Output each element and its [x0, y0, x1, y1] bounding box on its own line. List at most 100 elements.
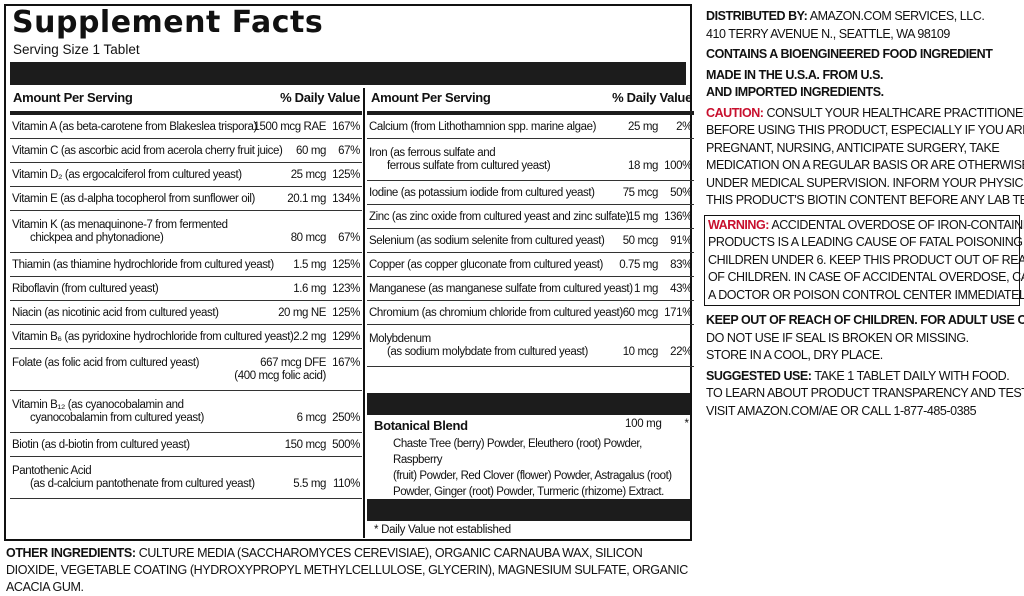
right-nutrient-column: Amount Per Serving % Daily Value Calcium…	[367, 88, 694, 540]
nutrient-daily-value: 67%	[338, 232, 360, 244]
nutrient-daily-value: 43%	[670, 282, 692, 295]
nutrient-daily-value: 125%	[332, 258, 360, 271]
nutrient-daily-value: 125%	[332, 168, 360, 181]
botanical-amount: 100 mg	[625, 418, 662, 430]
nutrient-name: Vitamin K (as menaquinone-7 from ferment…	[12, 219, 228, 231]
amount-per-serving-header-2: Amount Per Serving	[371, 90, 491, 105]
nutrient-daily-value: 134%	[332, 192, 360, 205]
nutrient-name: Copper (as copper gluconate from culture…	[369, 258, 603, 271]
nutrient-amount: 150 mcg	[284, 438, 327, 451]
bioengineered-notice: CONTAINS A BIOENGINEERED FOOD INGREDIENT	[706, 47, 993, 61]
nutrient-amount: 60 mg	[296, 144, 326, 157]
daily-value-header: % Daily Value	[280, 90, 360, 105]
nutrient-name: Molybdenum	[369, 333, 431, 345]
keep-out-notice: KEEP OUT OF REACH OF CHILDREN. FOR ADULT…	[706, 313, 1024, 327]
nutrient-amount: 60 mcg	[622, 306, 659, 319]
nutrient-name: Calcium (from Lithothamnion spp. marine …	[369, 120, 597, 133]
nutrient-row: Thiamin (as thiamine hydrochloride from …	[10, 253, 362, 277]
nutrient-amount: 6 mcg	[296, 412, 327, 424]
nutrient-daily-value: 100%	[664, 160, 692, 172]
other-ingredients-text: CULTURE MEDIA (SACCHAROMYCES CEREVISIAE)…	[6, 546, 688, 594]
nutrient-name-cont: chickpea and phytonadione)	[30, 232, 164, 244]
nutrient-name: Niacin (as nicotinic acid from cultured …	[12, 306, 219, 319]
nutrient-amount-note: (400 mcg folic acid)	[234, 370, 326, 382]
nutrient-amount: 10 mcg	[622, 346, 659, 358]
caution-line: THIS PRODUCT'S BIOTIN CONTENT BEFORE ANY…	[706, 193, 1024, 207]
nutrient-name: Iron (as ferrous sulfate and	[369, 147, 496, 159]
nutrient-row: Molybdenum (as sodium molybdate from cult…	[367, 325, 694, 367]
nutrient-daily-value: 110%	[333, 478, 360, 490]
suggested-use-text: TAKE 1 TABLET DAILY WITH FOOD.	[814, 368, 1010, 383]
nutrient-name: Biotin (as d-biotin from cultured yeast)	[12, 438, 190, 451]
nutrient-daily-value: 136%	[664, 210, 692, 223]
warning-line: A DOCTOR OR POISON CONTROL CENTER IMMEDI…	[708, 287, 1024, 302]
nutrient-name: Vitamin E (as d-alpha tocopherol from su…	[12, 192, 255, 205]
panel-title: Supplement Facts	[12, 5, 324, 40]
nutrient-amount: 18 mg	[628, 160, 658, 172]
nutrient-name: Vitamin C (as ascorbic acid from acerola…	[12, 144, 283, 157]
nutrient-name: Iodine (as potassium iodide from culture…	[369, 186, 595, 199]
nutrient-row: Vitamin D₂ (as ergocalciferol from cultu…	[10, 163, 362, 187]
nutrient-amount: 20 mg NE	[278, 306, 326, 319]
nutrient-row: Pantothenic Acid (as d-calcium pantothena…	[10, 457, 362, 499]
nutrient-row: Calcium (from Lithothamnion spp. marine …	[367, 115, 694, 139]
nutrient-amount: 0.75 mg	[619, 258, 658, 271]
made-in-line2: AND IMPORTED INGREDIENTS.	[706, 85, 884, 99]
nutrient-row: Folate (as folic acid from cultured yeas…	[10, 349, 362, 391]
nutrient-amount: 667 mcg DFE	[260, 357, 326, 369]
caution-line: UNDER MEDICAL SUPERVISION. INFORM YOUR P…	[706, 175, 1024, 190]
nutrient-daily-value: 125%	[332, 306, 360, 319]
storage-notice: STORE IN A COOL, DRY PLACE.	[706, 348, 883, 362]
nutrient-row: Copper (as copper gluconate from culture…	[367, 253, 694, 277]
warning-label: WARNING:	[708, 217, 769, 232]
nutrient-daily-value: 91%	[670, 234, 692, 247]
right-nutrient-rows: Calcium (from Lithothamnion spp. marine …	[367, 111, 694, 367]
nutrient-name: Thiamin (as thiamine hydrochloride from …	[12, 258, 274, 271]
caution-block: CAUTION: CONSULT YOUR HEALTHCARE PRACTIT…	[706, 105, 1024, 210]
learn-more-line1: TO LEARN ABOUT PRODUCT TRANSPARENCY AND …	[706, 386, 1024, 400]
nutrient-daily-value: 171%	[664, 306, 692, 319]
nutrient-row: Vitamin B₁₂ (as cyanocobalamin and cyanoc…	[10, 391, 362, 433]
header-divider-bar	[10, 62, 686, 85]
nutrient-amount: 1.5 mg	[293, 258, 326, 271]
nutrient-daily-value: 129%	[332, 330, 360, 343]
botanical-line: (fruit) Powder, Red Clover (flower) Powd…	[393, 470, 672, 482]
nutrient-row: Selenium (as sodium selenite from cultur…	[367, 229, 694, 253]
nutrient-row: Riboflavin (from cultured yeast) 1.6 mg 12…	[10, 277, 362, 301]
nutrient-amount: 75 mcg	[622, 186, 659, 199]
nutrient-amount: 50 mcg	[622, 234, 659, 247]
warning-line: ACCIDENTAL OVERDOSE OF IRON-CONTAINING	[771, 217, 1024, 232]
daily-value-note: * Daily Value not established	[374, 524, 511, 536]
seal-notice: DO NOT USE IF SEAL IS BROKEN OR MISSING.	[706, 330, 969, 345]
made-in-line1: MADE IN THE U.S.A. FROM U.S.	[706, 67, 883, 82]
nutrient-name: Vitamin B₁₂ (as cyanocobalamin and	[12, 399, 184, 411]
nutrient-daily-value: 67%	[338, 144, 360, 157]
caution-line: BEFORE USING THIS PRODUCT, ESPECIALLY IF…	[706, 123, 1024, 137]
supplement-facts-panel: Supplement Facts Serving Size 1 Tablet A…	[4, 4, 694, 541]
nutrient-name-cont: ferrous sulfate from cultured yeast)	[387, 160, 551, 172]
learn-more-line2: VISIT AMAZON.COM/AE OR CALL 1-877-485-03…	[706, 403, 977, 418]
nutrient-row: Vitamin E (as d-alpha tocopherol from su…	[10, 187, 362, 211]
botanical-line: Chaste Tree (berry) Powder, Eleuthero (r…	[393, 438, 642, 466]
other-ingredients-label: OTHER INGREDIENTS:	[6, 546, 136, 560]
nutrient-daily-value: 167%	[332, 120, 360, 133]
nutrient-row: Manganese (as manganese sulfate from cul…	[367, 277, 694, 301]
nutrient-daily-value: 500%	[332, 438, 360, 451]
nutrient-row: Zinc (as zinc oxide from cultured yeast …	[367, 205, 694, 229]
botanical-blend: Botanical Blend 100 mg * Chaste Tree (be…	[371, 418, 689, 498]
nutrient-amount: 20.1 mg	[287, 192, 326, 205]
warning-line: PRODUCTS IS A LEADING CAUSE OF FATAL POI…	[708, 235, 1024, 249]
nutrient-row: Vitamin C (as ascorbic acid from acerola…	[10, 139, 362, 163]
nutrient-daily-value: 83%	[670, 258, 692, 271]
botanical-top-bar	[367, 393, 690, 415]
warning-box: WARNING: ACCIDENTAL OVERDOSE OF IRON-CON…	[704, 214, 1024, 306]
nutrient-daily-value: 123%	[332, 282, 360, 295]
left-nutrient-column: Amount Per Serving % Daily Value Vitamin…	[10, 88, 362, 540]
distributed-line1: AMAZON.COM SERVICES, LLC.	[809, 9, 985, 23]
nutrient-name: Folate (as folic acid from cultured yeas…	[12, 357, 200, 369]
nutrient-daily-value: 167%	[332, 357, 360, 369]
right-info-panel: DISTRIBUTED BY: AMAZON.COM SERVICES, LLC…	[704, 8, 1024, 420]
nutrient-amount: 25 mcg	[290, 168, 327, 181]
warning-line: OF CHILDREN. IN CASE OF ACCIDENTAL OVERD…	[708, 270, 1024, 284]
caution-line: CONSULT YOUR HEALTHCARE PRACTITIONER	[766, 105, 1024, 120]
